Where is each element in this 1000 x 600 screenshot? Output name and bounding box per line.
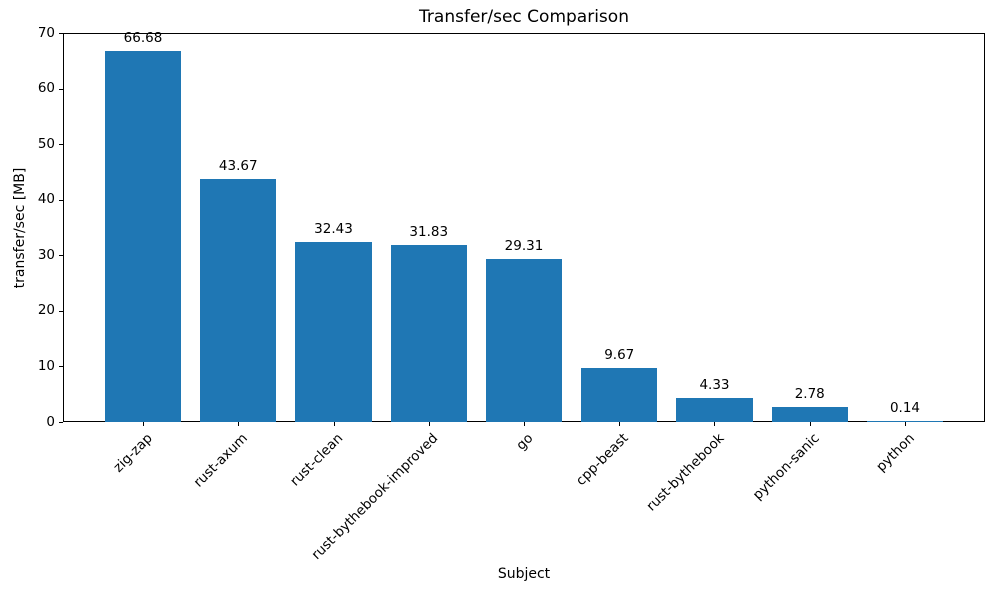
y-tick-mark: [59, 366, 63, 368]
bar-python: [866, 421, 944, 423]
y-tick-label: 0: [46, 413, 55, 430]
y-tick-label: 60: [37, 80, 55, 97]
y-axis-label: transfer/sec [MB]: [12, 167, 28, 289]
x-tick-mark: [619, 422, 621, 426]
x-tick-label-text: python: [872, 430, 918, 476]
y-tick-label: 70: [37, 24, 55, 41]
x-tick-mark: [333, 422, 335, 426]
y-tick-mark: [59, 199, 63, 201]
bar-rust-bythebook: [676, 397, 753, 422]
bar-value-label: 66.68: [123, 30, 163, 47]
y-tick-label: 20: [37, 302, 55, 319]
x-tick-mark: [428, 422, 430, 426]
bar-value-label: 4.33: [699, 376, 730, 393]
x-tick-label-text: python-sanic: [749, 430, 823, 504]
y-tick-label: 50: [37, 135, 55, 152]
x-axis-label: Subject: [497, 566, 551, 582]
y-tick-mark: [59, 33, 63, 34]
bar-value-label: 43.67: [218, 158, 258, 175]
y-tick-mark: [59, 422, 63, 423]
x-tick-label-text: rust-axum: [190, 430, 251, 491]
chart-title: Transfer/sec Comparison: [419, 7, 629, 27]
x-tick-mark: [143, 422, 144, 426]
x-tick-label-text: go: [513, 430, 537, 454]
y-tick-mark: [59, 310, 63, 312]
bar-value-label: 29.31: [504, 238, 544, 255]
bar-cpp-beast: [581, 368, 658, 422]
bar-rust-bythebook-improved: [390, 245, 467, 422]
x-tick-mark: [524, 422, 525, 426]
bar-go: [485, 259, 563, 422]
bar-rust-clean: [295, 241, 372, 422]
bar-zig-zap: [104, 51, 182, 422]
x-tick-label-text: rust-bythebook: [642, 430, 728, 515]
bar-value-label: 0.14: [889, 400, 921, 417]
x-tick-mark: [809, 422, 811, 426]
bar-value-label: 9.67: [604, 347, 635, 364]
x-tick-mark: [714, 422, 716, 426]
x-tick-mark: [904, 422, 906, 426]
y-tick-mark: [59, 88, 63, 90]
y-tick-label: 10: [37, 357, 55, 374]
x-tick-label-text: cpp-beast: [573, 430, 632, 489]
y-tick-label: 40: [37, 191, 55, 208]
x-tick-mark: [238, 422, 240, 426]
y-tick-mark: [59, 144, 63, 146]
bar-rust-axum: [200, 179, 277, 422]
x-tick-label-text: zig-zap: [110, 430, 156, 476]
bar-value-label: 2.78: [794, 385, 825, 402]
bar-value-label: 32.43: [314, 220, 353, 237]
y-tick-mark: [59, 255, 63, 257]
bar-value-label: 31.83: [409, 224, 449, 241]
y-tick-label: 30: [37, 246, 55, 263]
bar-python-sanic: [771, 406, 848, 422]
x-tick-label-text: rust-clean: [286, 430, 347, 490]
